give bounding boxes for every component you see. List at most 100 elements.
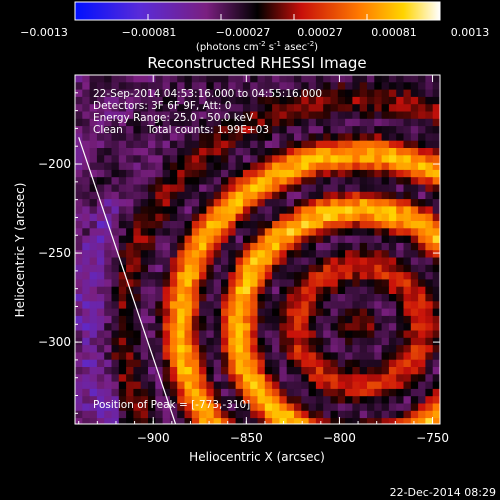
heatmap-cell: [242, 199, 251, 207]
heatmap-cell: [286, 148, 295, 156]
heatmap-cell: [294, 133, 302, 142]
heatmap-cell: [104, 337, 112, 346]
heatmap-cell: [410, 410, 419, 419]
heatmap-cell: [330, 82, 339, 90]
heatmap-cell: [359, 228, 368, 236]
heatmap-cell: [272, 381, 280, 390]
heatmap-cell: [425, 111, 434, 120]
heatmap-cell: [323, 104, 331, 112]
heatmap-cell: [352, 250, 361, 258]
heatmap-cell: [250, 118, 258, 127]
heatmap-cell: [264, 264, 273, 273]
heatmap-cell: [315, 367, 324, 375]
heatmap-cell: [352, 381, 361, 390]
heatmap-cell: [118, 82, 127, 90]
heatmap-cell: [111, 315, 120, 324]
heatmap-cell: [308, 301, 317, 309]
heatmap-cell: [177, 133, 185, 142]
heatmap-cell: [250, 279, 258, 288]
heatmap-cell: [162, 148, 171, 156]
heatmap-cell: [169, 352, 178, 361]
heatmap-cell: [184, 330, 193, 339]
heatmap-cell: [228, 155, 236, 163]
heatmap-cell: [206, 140, 215, 149]
heatmap-cell: [206, 367, 215, 375]
heatmap-cell: [96, 177, 105, 185]
heatmap-cell: [264, 301, 273, 309]
heatmap-cell: [315, 396, 324, 404]
heatmap-cell: [388, 213, 397, 222]
heatmap-cell: [330, 410, 339, 419]
heatmap-cell: [286, 75, 295, 83]
heatmap-cell: [294, 177, 302, 185]
heatmap-cell: [396, 410, 404, 419]
heatmap-cell: [388, 104, 397, 112]
heatmap-cell: [425, 367, 434, 375]
heatmap-cell: [140, 162, 149, 171]
heatmap-cell: [155, 410, 163, 419]
heatmap-cell: [381, 206, 390, 215]
heatmap-cell: [374, 118, 382, 127]
heatmap-cell: [286, 381, 295, 390]
heatmap-cell: [286, 264, 295, 273]
heatmap-cell: [96, 148, 105, 156]
heatmap-cell: [403, 96, 412, 105]
heatmap-cell: [294, 315, 302, 324]
heatmap-cell: [89, 264, 98, 273]
heatmap-cell: [257, 235, 266, 244]
heatmap-cell: [301, 118, 309, 127]
heatmap-cell: [169, 367, 178, 375]
heatmap-cell: [177, 396, 185, 404]
heatmap-cell: [367, 82, 375, 90]
heatmap-cell: [126, 148, 134, 156]
heatmap-cell: [301, 315, 309, 324]
heatmap-cell: [118, 206, 127, 215]
heatmap-cell: [96, 337, 105, 346]
heatmap-cell: [133, 381, 142, 390]
heatmap-cell: [432, 359, 440, 368]
heatmap-cell: [221, 82, 229, 90]
heatmap-cell: [403, 206, 412, 215]
heatmap-cell: [140, 177, 149, 185]
heatmap-cell: [206, 126, 215, 134]
heatmap-cell: [155, 155, 163, 163]
heatmap-cell: [418, 213, 426, 222]
heatmap-cell: [250, 294, 258, 302]
heatmap-cell: [410, 294, 419, 302]
heatmap-cell: [242, 162, 251, 171]
heatmap-cell: [250, 206, 258, 215]
heatmap-cell: [272, 264, 280, 273]
heatmap-cell: [228, 367, 236, 375]
heatmap-cell: [410, 228, 419, 236]
heatmap-cell: [308, 264, 317, 273]
heatmap-cell: [75, 75, 83, 83]
heatmap-cell: [403, 242, 412, 251]
heatmap-cell: [264, 272, 273, 280]
heatmap-cell: [301, 213, 309, 222]
heatmap-cell: [250, 396, 258, 404]
heatmap-cell: [213, 337, 222, 346]
heatmap-cell: [111, 301, 120, 309]
heatmap-cell: [403, 228, 412, 236]
heatmap-cell: [323, 213, 331, 222]
heatmap-cell: [177, 367, 185, 375]
heatmap-cell: [75, 396, 83, 404]
heatmap-cell: [155, 294, 163, 302]
heatmap-cell: [374, 359, 382, 368]
heatmap-cell: [118, 177, 127, 185]
heatmap-cell: [432, 177, 440, 185]
heatmap-cell: [359, 396, 368, 404]
heatmap-cell: [228, 104, 236, 112]
heatmap-cell: [367, 330, 375, 339]
heatmap-cell: [221, 140, 229, 149]
heatmap-cell: [396, 315, 404, 324]
heatmap-cell: [381, 242, 390, 251]
heatmap-cell: [308, 104, 317, 112]
heatmap-cell: [82, 221, 90, 229]
heatmap-cell: [410, 272, 419, 280]
heatmap-cell: [337, 367, 346, 375]
heatmap-cell: [75, 199, 83, 207]
heatmap-cell: [418, 191, 426, 200]
heatmap-cell: [330, 118, 339, 127]
heatmap-cell: [89, 191, 98, 200]
